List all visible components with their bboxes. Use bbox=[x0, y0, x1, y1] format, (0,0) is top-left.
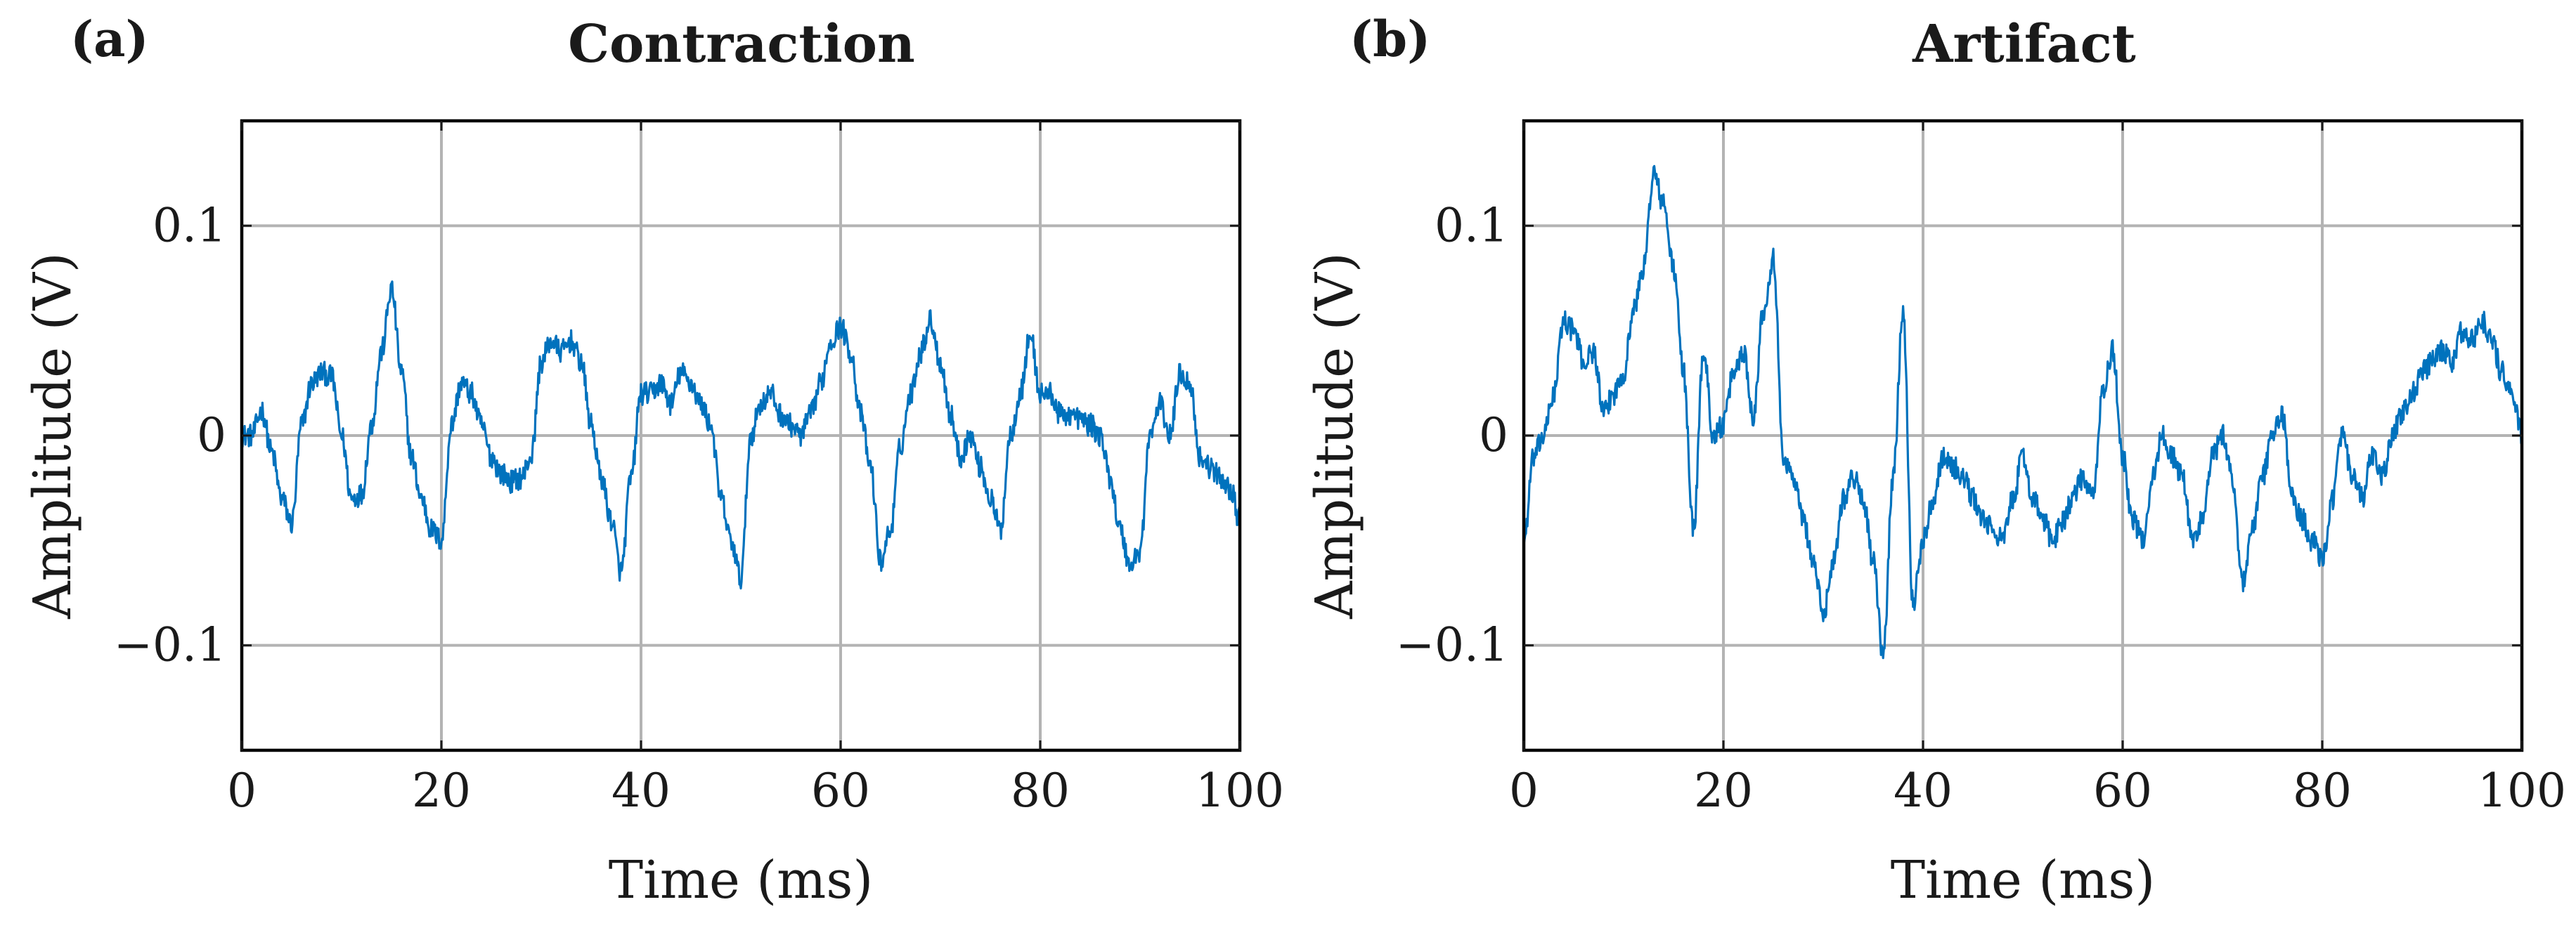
panel-contraction: (a) Contraction 0 20 40 60 80 100 −0.1 0 0.1 Tim… bbox=[22, 10, 1284, 910]
x-tick-label: 100 bbox=[2478, 764, 2566, 818]
x-axis-label: Time (ms) bbox=[1891, 850, 2155, 910]
y-axis-label: Amplitude (V) bbox=[1305, 252, 1365, 620]
series-line bbox=[1522, 164, 2523, 660]
x-tick-label: 60 bbox=[2093, 764, 2152, 818]
x-tick-label: 20 bbox=[412, 764, 471, 818]
panel-artifact: (b) Artifact 0 20 40 60 80 100 −0.1 0 0.1 Time (… bbox=[1305, 10, 2566, 910]
panel-label: (a) bbox=[70, 10, 149, 68]
x-tick-label: 0 bbox=[227, 764, 257, 818]
x-tick-label: 20 bbox=[1694, 764, 1753, 818]
y-tick-label: −0.1 bbox=[1396, 618, 1508, 672]
series-line bbox=[241, 280, 1241, 590]
x-tick-label: 60 bbox=[811, 764, 870, 818]
y-tick-label: 0.1 bbox=[1435, 198, 1508, 252]
chart-title: Artifact bbox=[1912, 14, 2136, 74]
y-tick-label: 0.1 bbox=[153, 198, 226, 252]
x-tick-label: 40 bbox=[611, 764, 671, 818]
x-tick-label: 80 bbox=[2293, 764, 2352, 818]
panel-label: (b) bbox=[1350, 10, 1430, 68]
x-tick-label: 100 bbox=[1196, 764, 1284, 818]
x-tick-label: 0 bbox=[1509, 764, 1539, 818]
y-tick-label: 0 bbox=[1479, 408, 1508, 462]
x-tick-label: 40 bbox=[1894, 764, 1953, 818]
y-tick-label: 0 bbox=[197, 408, 226, 462]
y-axis-label: Amplitude (V) bbox=[22, 252, 83, 620]
chart-title: Contraction bbox=[568, 14, 915, 74]
x-tick-label: 80 bbox=[1011, 764, 1070, 818]
x-axis-label: Time (ms) bbox=[609, 850, 873, 910]
y-tick-label: −0.1 bbox=[114, 618, 226, 672]
